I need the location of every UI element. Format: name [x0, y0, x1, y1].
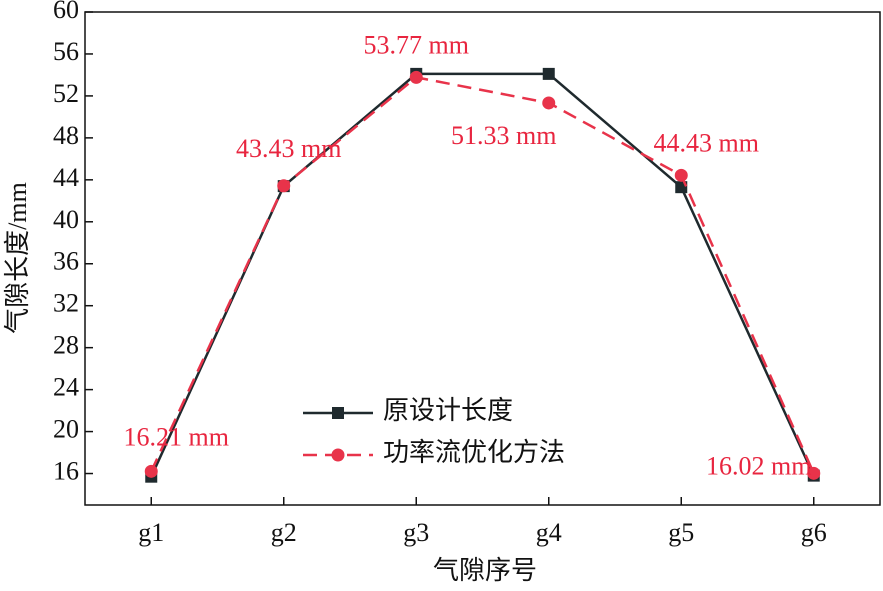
legend-marker	[332, 407, 344, 419]
y-tick-label: 52	[53, 79, 79, 108]
data-point	[409, 70, 423, 84]
legend-label: 原设计长度	[383, 396, 513, 425]
x-tick-label: g1	[138, 518, 164, 547]
y-tick-label: 44	[53, 163, 79, 192]
y-tick-label: 20	[53, 415, 79, 444]
series-line	[150, 76, 815, 474]
x-tick-label: g3	[403, 518, 429, 547]
x-tick-label: g5	[668, 518, 694, 547]
legend-label: 功率流优化方法	[383, 438, 565, 467]
y-tick-label: 56	[53, 37, 79, 66]
x-tick-label: g6	[801, 518, 827, 547]
y-tick-label: 36	[53, 247, 79, 276]
data-label: 16.21 mm	[124, 422, 229, 451]
y-tick-label: 60	[53, 0, 79, 24]
data-label: 51.33 mm	[451, 121, 556, 150]
y-tick-label: 48	[53, 121, 79, 150]
series-line	[150, 72, 815, 478]
data-label: 43.43 mm	[236, 134, 341, 163]
data-label: 53.77 mm	[364, 30, 469, 59]
data-point	[674, 168, 688, 182]
data-point	[542, 67, 555, 80]
y-tick-label: 24	[53, 373, 79, 402]
y-tick-label: 32	[53, 289, 79, 318]
x-tick-label: g2	[271, 518, 297, 547]
plot-frame	[84, 11, 881, 506]
data-point	[542, 96, 556, 110]
x-tick-label: g4	[536, 518, 562, 547]
y-tick-label: 16	[53, 457, 79, 486]
y-tick-label: 28	[53, 331, 79, 360]
data-point	[807, 466, 821, 480]
data-label: 44.43 mm	[654, 128, 759, 157]
data-point	[277, 179, 291, 193]
y-axis-label: 气隙长度/mm	[3, 182, 32, 334]
data-label: 16.02 mm	[706, 451, 811, 480]
y-tick-label: 40	[53, 205, 79, 234]
x-axis-label: 气隙序号	[433, 556, 537, 585]
data-point	[144, 464, 158, 478]
legend-marker	[331, 448, 345, 462]
